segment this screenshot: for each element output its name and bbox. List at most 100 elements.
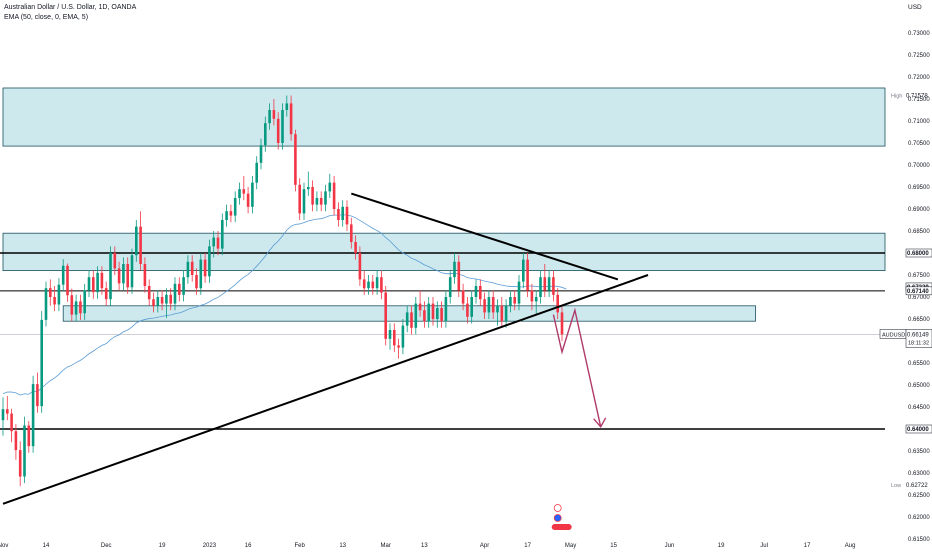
- candle-body: [276, 118, 280, 143]
- y-tick-label: 0.62000: [908, 515, 930, 521]
- price-tag-value: 0.71578: [906, 94, 928, 100]
- candle-body: [160, 297, 164, 304]
- price-tag-box: [905, 424, 932, 434]
- candle-body: [96, 272, 99, 293]
- candle-body: [122, 264, 125, 284]
- candle-body: [10, 413, 13, 432]
- candle-body: [345, 206, 349, 225]
- price-tag-name: Low: [891, 483, 901, 489]
- candle-body: [225, 211, 228, 220]
- candle-body: [294, 134, 297, 185]
- y-tick-label: 0.61500: [908, 537, 930, 543]
- candle-body: [453, 261, 456, 278]
- y-tick-label: 0.65500: [908, 361, 930, 367]
- indicator-label: EMA (50, close, 0, EMA, 5): [4, 14, 89, 21]
- candle-body: [483, 299, 486, 313]
- candle-body: [44, 288, 48, 320]
- candle-body: [517, 281, 521, 304]
- chart-title: Australian Dollar / U.S. Dollar, 1D, OAN…: [4, 4, 137, 11]
- candle-body: [461, 290, 465, 304]
- candle-body: [14, 431, 18, 451]
- candle-body: [31, 384, 35, 447]
- candle-body: [61, 265, 65, 285]
- candle-body: [100, 272, 104, 289]
- candle-body: [324, 191, 327, 205]
- candle-body: [229, 211, 233, 216]
- y-tick-label: 0.69000: [908, 207, 930, 213]
- candle-body: [53, 297, 56, 305]
- candle-body: [479, 286, 482, 300]
- candle-body: [199, 259, 203, 289]
- candle-body: [109, 253, 112, 300]
- candle-body: [466, 303, 469, 317]
- x-tick-label: 16: [245, 543, 252, 549]
- y-tick-label: 0.71500: [908, 97, 930, 103]
- candle-body: [457, 261, 461, 291]
- candle-body: [36, 384, 39, 407]
- x-tick-label: 17: [524, 543, 531, 549]
- x-tick-label: 17: [804, 543, 811, 549]
- zone-rect: [62, 305, 756, 322]
- zone-rect: [2, 232, 886, 271]
- candle-body: [491, 297, 495, 313]
- candle-body: [156, 297, 160, 306]
- candle-body: [397, 345, 400, 348]
- candle-body: [126, 264, 129, 288]
- candle-body: [375, 277, 379, 289]
- candle-body: [337, 209, 340, 220]
- price-tag-value: 0.67140: [907, 289, 929, 295]
- candle-body: [117, 268, 121, 284]
- y-tick-label: 0.63500: [908, 449, 930, 455]
- ema-line: [2, 214, 567, 396]
- candle-body: [384, 292, 387, 339]
- y-tick-label: 0.67000: [908, 295, 930, 301]
- candle-body: [92, 277, 95, 293]
- x-tick-label: May: [565, 543, 576, 549]
- y-tick-label: 0.70500: [908, 141, 930, 147]
- candle-body: [178, 283, 181, 295]
- y-tick-label: 0.71000: [908, 119, 930, 125]
- candle-body: [388, 330, 392, 339]
- candle-body: [49, 288, 52, 297]
- candle-body: [560, 312, 564, 335]
- candle-body: [504, 305, 508, 322]
- candle-body: [311, 187, 314, 205]
- x-tick-label: Nov: [0, 543, 8, 549]
- trendline: [2, 274, 649, 505]
- x-tick-label: Jun: [665, 543, 675, 549]
- candle-body: [354, 242, 357, 253]
- zone-rect: [2, 87, 886, 147]
- candle-body: [410, 312, 413, 328]
- dividend-icon: [551, 524, 572, 530]
- candle-body: [238, 189, 241, 198]
- candle-body: [6, 409, 9, 414]
- candle-body: [242, 189, 246, 194]
- x-tick-label: Apr: [480, 543, 489, 549]
- candle-body: [147, 286, 151, 300]
- candle-body: [470, 297, 473, 317]
- candle-body: [509, 297, 512, 306]
- candle-body: [66, 265, 69, 296]
- candle-body: [436, 308, 439, 319]
- candle-body: [307, 187, 310, 190]
- candle-body: [500, 305, 504, 322]
- candle-body: [423, 310, 426, 322]
- candle-body: [74, 301, 78, 315]
- projection-arrowhead: [593, 417, 607, 429]
- candle-body: [380, 277, 383, 293]
- y-tick-label: 0.64500: [908, 405, 930, 411]
- candle-body: [543, 277, 547, 291]
- candle-body: [315, 198, 319, 205]
- candle-body: [341, 206, 344, 220]
- candle-body: [173, 283, 177, 304]
- candle-body: [104, 288, 108, 300]
- price-tag-box: [905, 286, 932, 296]
- candle-body: [414, 303, 418, 328]
- candle-body: [246, 193, 250, 207]
- candle-body: [448, 277, 452, 297]
- x-tick-label: 14: [43, 543, 50, 549]
- candle-body: [289, 103, 293, 135]
- candle-body: [513, 297, 516, 304]
